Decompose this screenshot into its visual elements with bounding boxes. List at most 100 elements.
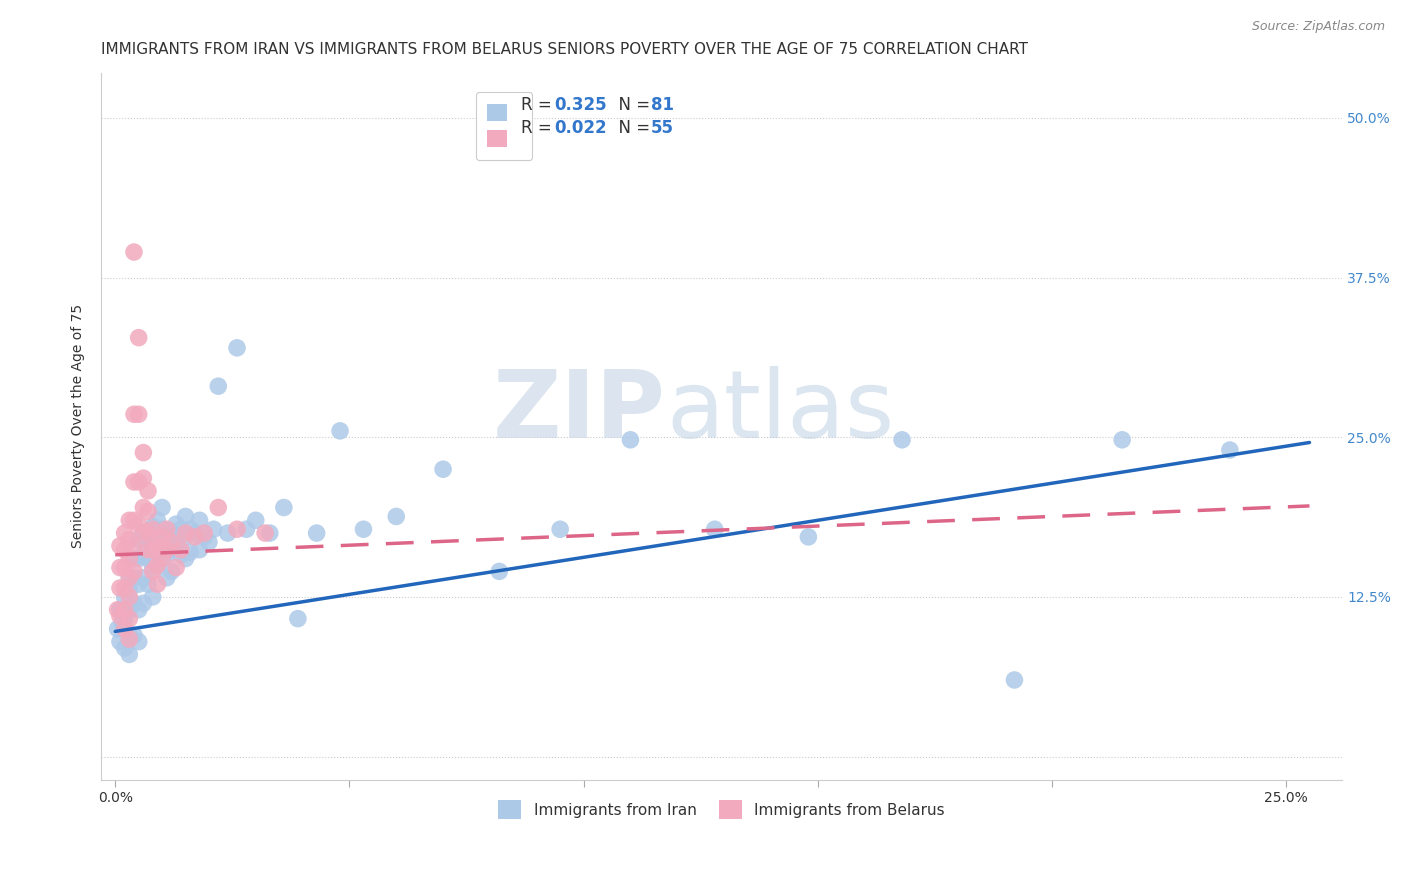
Text: ZIP: ZIP	[494, 367, 666, 458]
Point	[118, 632, 141, 646]
Point	[150, 551, 173, 566]
Text: 81: 81	[651, 96, 673, 114]
Point	[254, 526, 277, 541]
Point	[150, 500, 173, 515]
Point	[146, 558, 169, 572]
Point	[132, 526, 155, 541]
Point	[703, 522, 725, 536]
Point	[184, 530, 207, 544]
Point	[156, 522, 179, 536]
Point	[170, 522, 193, 536]
Point	[107, 603, 129, 617]
Point	[136, 504, 159, 518]
Point	[108, 539, 131, 553]
Point	[118, 612, 141, 626]
Point	[235, 522, 257, 536]
Point	[156, 542, 179, 557]
Point	[1004, 673, 1026, 687]
Point	[548, 522, 571, 536]
Point	[122, 407, 145, 421]
Point	[108, 603, 131, 617]
Point	[132, 445, 155, 459]
Point	[114, 526, 136, 541]
Point	[122, 628, 145, 642]
Point	[207, 500, 229, 515]
Point	[160, 565, 183, 579]
Point	[207, 379, 229, 393]
Point	[287, 612, 309, 626]
Point	[114, 581, 136, 595]
Point	[488, 565, 510, 579]
Point	[165, 560, 187, 574]
Point	[146, 558, 169, 572]
Point	[118, 583, 141, 598]
Point	[114, 542, 136, 557]
Point	[114, 622, 136, 636]
Point	[118, 513, 141, 527]
Point	[165, 539, 187, 553]
Point	[305, 526, 328, 541]
Point	[193, 526, 215, 541]
Point	[174, 509, 197, 524]
Point	[259, 526, 281, 541]
Point	[118, 590, 141, 604]
Point	[128, 603, 150, 617]
Point	[245, 513, 267, 527]
Point	[142, 560, 165, 574]
Point	[108, 634, 131, 648]
Point	[146, 513, 169, 527]
Text: atlas: atlas	[666, 367, 894, 458]
Point	[619, 433, 641, 447]
Point	[136, 551, 159, 566]
Point	[132, 500, 155, 515]
Point	[160, 542, 183, 557]
Point	[122, 245, 145, 260]
Point	[142, 590, 165, 604]
Text: R =: R =	[520, 120, 557, 137]
Text: 0.325: 0.325	[554, 96, 607, 114]
Point	[156, 548, 179, 562]
Point	[188, 513, 211, 527]
Point	[108, 609, 131, 624]
Text: R =: R =	[520, 96, 557, 114]
Text: IMMIGRANTS FROM IRAN VS IMMIGRANTS FROM BELARUS SENIORS POVERTY OVER THE AGE OF : IMMIGRANTS FROM IRAN VS IMMIGRANTS FROM …	[101, 42, 1028, 57]
Point	[432, 462, 454, 476]
Point	[142, 519, 165, 533]
Point	[114, 612, 136, 626]
Point	[174, 530, 197, 544]
Point	[217, 526, 239, 541]
Point	[797, 530, 820, 544]
Point	[122, 475, 145, 489]
Point	[128, 551, 150, 566]
Point	[128, 407, 150, 421]
Point	[160, 535, 183, 549]
Text: 0.022: 0.022	[554, 120, 607, 137]
Point	[136, 483, 159, 498]
Point	[132, 526, 155, 541]
Point	[179, 522, 201, 536]
Point	[188, 542, 211, 557]
Point	[226, 341, 249, 355]
Point	[128, 634, 150, 648]
Y-axis label: Seniors Poverty Over the Age of 75: Seniors Poverty Over the Age of 75	[72, 304, 86, 549]
Point	[146, 535, 169, 549]
Point	[114, 603, 136, 617]
Point	[128, 577, 150, 591]
Point	[179, 545, 201, 559]
Legend: Immigrants from Iran, Immigrants from Belarus: Immigrants from Iran, Immigrants from Be…	[492, 794, 952, 825]
Point	[142, 542, 165, 557]
Point	[142, 565, 165, 579]
Point	[150, 522, 173, 536]
Point	[128, 533, 150, 547]
Point	[156, 530, 179, 544]
Point	[132, 571, 155, 585]
Point	[114, 640, 136, 655]
Point	[142, 539, 165, 553]
Point	[150, 530, 173, 544]
Point	[128, 517, 150, 532]
Text: 55: 55	[651, 120, 673, 137]
Text: N =: N =	[607, 96, 655, 114]
Point	[122, 596, 145, 610]
Point	[202, 522, 225, 536]
Point	[170, 548, 193, 562]
